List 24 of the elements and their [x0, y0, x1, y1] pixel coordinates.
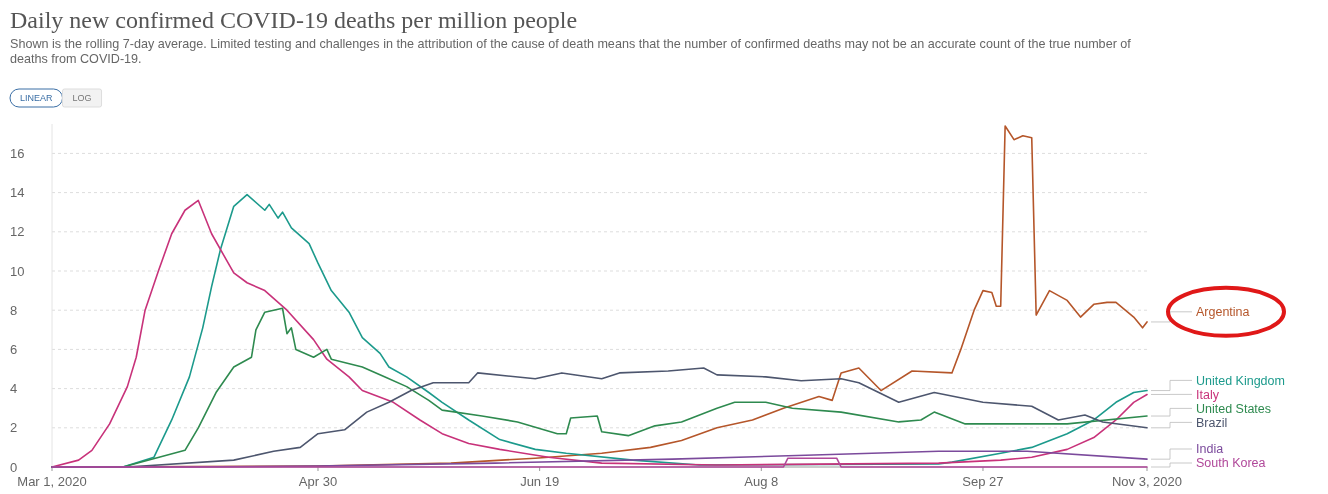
x-tick-label: Mar 1, 2020: [17, 474, 87, 489]
text: Brazil: [1196, 415, 1228, 430]
x-tick-label: Nov 3, 2020: [1111, 474, 1183, 489]
x-tick-label: Aug 8: [744, 474, 779, 489]
chart-title: Daily new confirmed COVID-19 deaths per million people: [10, 7, 578, 33]
text: United States: [1196, 401, 1272, 416]
text: South Korea: [1196, 456, 1266, 471]
y-tick-label: 8: [10, 302, 18, 318]
x-tick-label: Sep 27: [962, 474, 1004, 489]
y-tick-label: 0: [10, 459, 18, 475]
y-tick-label: 2: [10, 420, 18, 436]
y-tick-label: 6: [10, 341, 18, 357]
x-tick-label: Jun 19: [520, 474, 560, 489]
y-tick-label: 14: [10, 185, 25, 201]
text: United Kingdom: [1196, 373, 1285, 388]
text: Italy: [1196, 387, 1220, 402]
text: India: [1196, 442, 1224, 457]
y-tick-label: 4: [10, 381, 18, 397]
chart-subtitle: Shown is the rolling 7-day average. Limited testing and challenges in the attribution of the cause of death means that the number of confirmed deaths may not be an accurate count of the true number of deaths from COVID-19.: [10, 37, 1132, 66]
x-tick-label: Apr 30: [298, 474, 338, 489]
y-tick-label: 12: [10, 224, 25, 240]
y-tick-label: 16: [10, 145, 25, 161]
y-tick-label: 10: [10, 263, 25, 279]
text: Argentina: [1196, 305, 1250, 320]
